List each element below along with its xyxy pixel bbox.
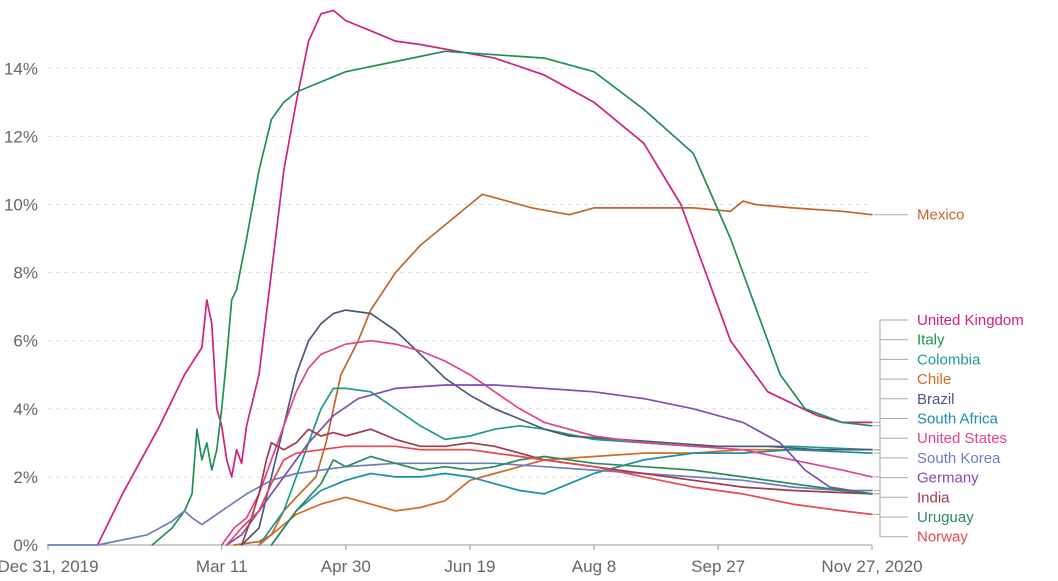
label-connector	[874, 339, 908, 427]
series-label-south-korea: South Korea	[917, 450, 1001, 467]
y-tick-label: 12%	[4, 127, 38, 146]
series-label-germany: Germany	[917, 470, 979, 487]
series-label-south-africa: South Africa	[917, 411, 999, 428]
series-label-norway: Norway	[917, 529, 968, 546]
y-tick-label: 2%	[13, 468, 38, 487]
label-connector	[874, 398, 908, 451]
label-connector	[874, 513, 908, 538]
series-label-united-kingdom: United Kingdom	[917, 312, 1024, 329]
x-tick-label: Mar 11	[196, 557, 248, 576]
series-label-uruguay: Uruguay	[917, 509, 974, 526]
series-label-united-states: United States	[917, 430, 1007, 447]
x-axis-tick-labels: Dec 31, 2019 Mar 11 Apr 30 Jun 19 Aug 8 Sep 2…	[0, 545, 923, 576]
series-line-south-africa	[270, 448, 873, 546]
label-connector	[874, 319, 908, 423]
label-connector	[874, 493, 908, 518]
series-line-uruguay	[270, 455, 873, 546]
x-tick-label: Dec 31, 2019	[0, 557, 99, 576]
x-tick-label: Aug 8	[572, 557, 616, 576]
y-tick-label: 14%	[4, 59, 38, 78]
label-connector	[874, 378, 908, 451]
series-label-mexico: Mexico	[917, 207, 965, 224]
series-label-chile: Chile	[917, 371, 951, 388]
y-tick-label: 6%	[13, 332, 38, 351]
series-line-brazil	[240, 309, 873, 546]
series-line-italy	[151, 50, 873, 546]
label-connector	[874, 358, 908, 451]
y-tick-label: 4%	[13, 400, 38, 419]
series-label-brazil: Brazil	[917, 391, 955, 408]
x-tick-label: Nov 27, 2020	[821, 557, 922, 576]
series-line-india	[240, 428, 873, 546]
series-label-colombia: Colombia	[917, 351, 981, 368]
series-label-india: India	[917, 489, 950, 506]
y-tick-label: 8%	[13, 264, 38, 283]
series-line-united-states	[220, 339, 873, 546]
series-line-norway	[225, 445, 873, 546]
series-labels: Mexico United Kingdom Italy Colombia Chile Br…	[874, 207, 1024, 546]
label-connector	[874, 457, 908, 491]
series-label-italy: Italy	[917, 332, 945, 349]
label-connector	[874, 477, 908, 495]
series-lines	[47, 9, 873, 546]
series-line-mexico	[233, 193, 873, 546]
series-line-germany	[225, 384, 873, 546]
y-tick-label: 0%	[13, 536, 38, 555]
label-connector	[874, 493, 908, 498]
x-tick-label: Sep 27	[691, 557, 745, 576]
label-connector	[874, 418, 908, 454]
series-line-chile	[258, 448, 873, 546]
x-tick-label: Jun 19	[444, 557, 495, 576]
gridlines	[48, 67, 872, 546]
y-tick-label: 10%	[4, 195, 38, 214]
series-line-united-kingdom	[96, 9, 873, 546]
x-tick-label: Apr 30	[321, 557, 371, 576]
y-axis-tick-labels: 0% 2% 4% 6% 8% 10% 12% 14%	[4, 59, 38, 555]
